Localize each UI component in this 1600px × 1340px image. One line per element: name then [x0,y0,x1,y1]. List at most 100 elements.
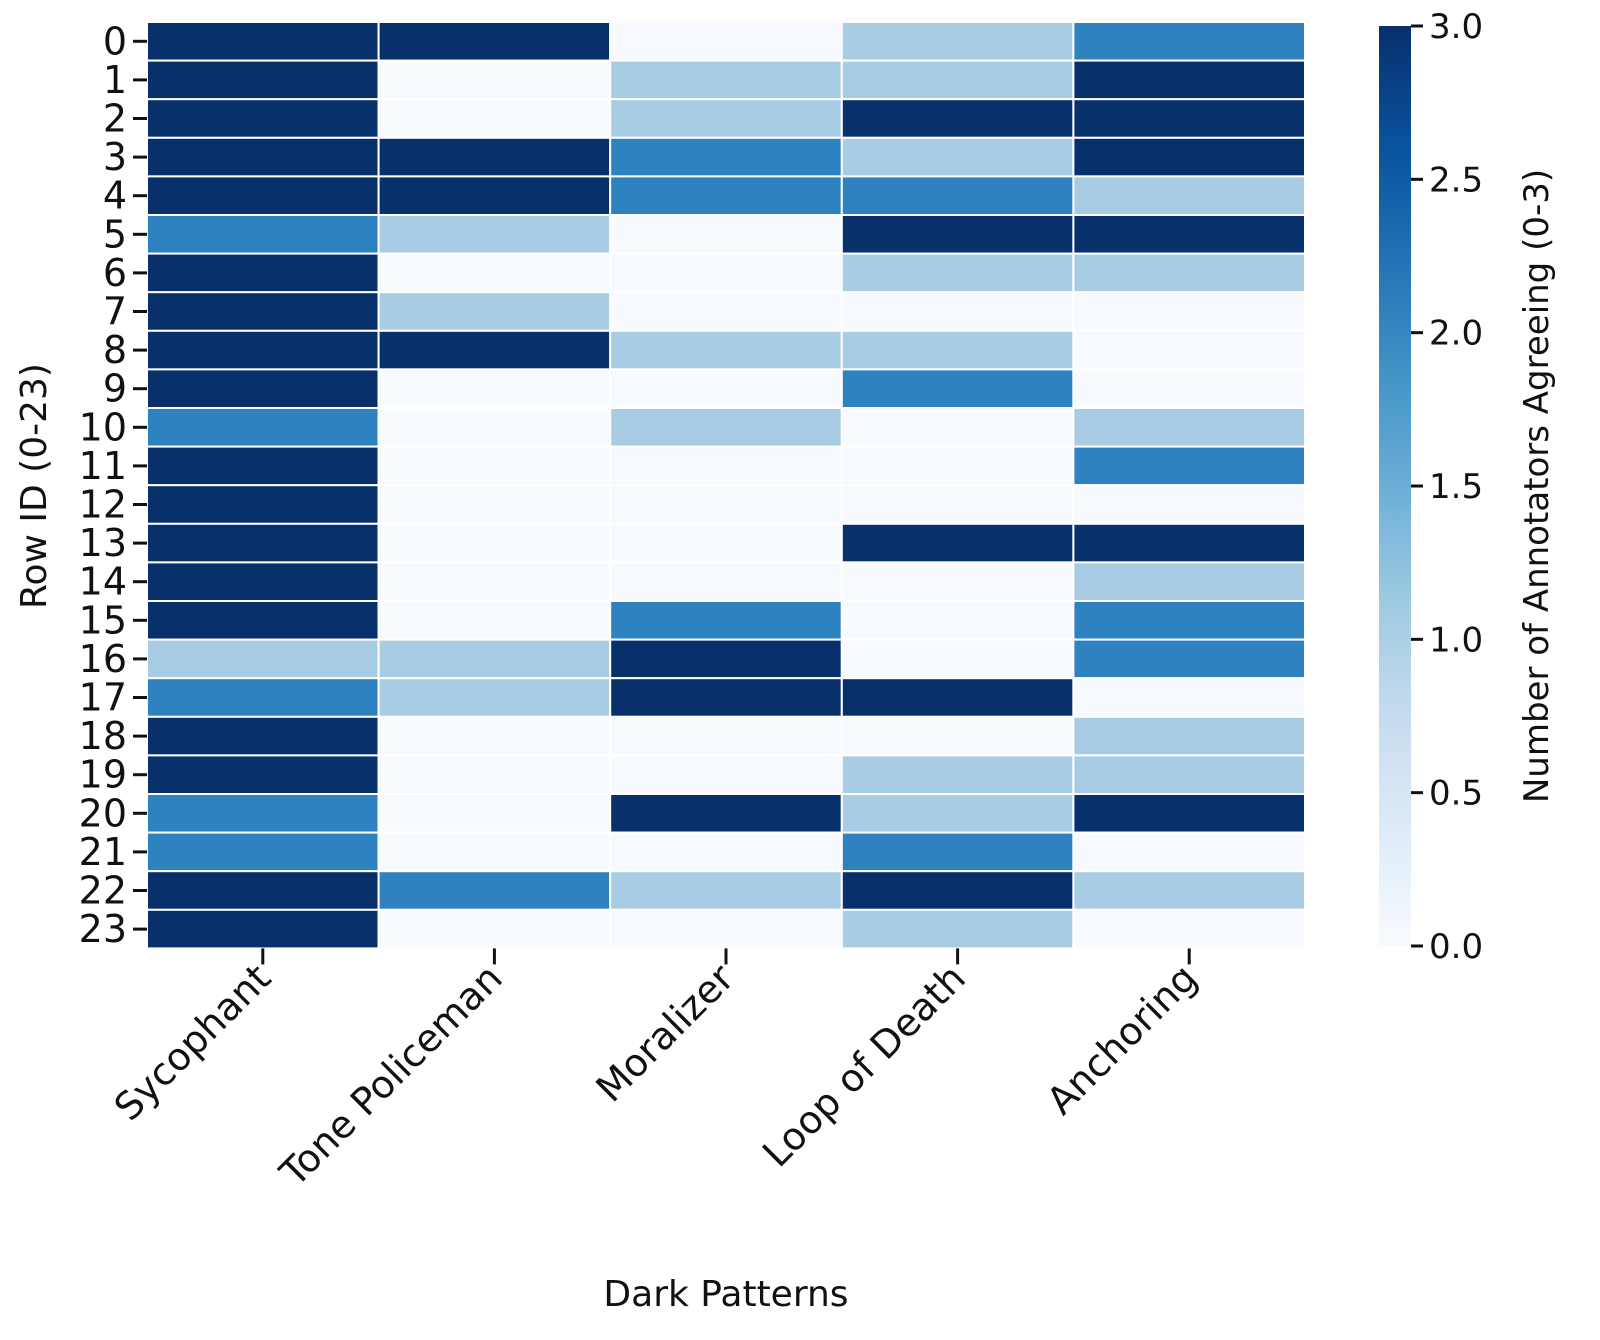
heatmap-cell [1072,793,1307,834]
heatmap-cell [146,600,380,641]
heatmap-cell [1072,368,1307,409]
heatmap-cell [146,754,380,796]
colorbar-tick-label: 3.0 [1429,7,1483,47]
row-tick-label: 8 [103,328,127,372]
heatmap-cell [609,754,843,796]
column-tick-label: Moralizer [587,955,742,1110]
row-tick-label: 17 [79,676,127,720]
heatmap-cell [146,522,380,564]
heatmap-cell [840,715,1075,757]
heatmap-cell [1072,870,1307,911]
heatmap-cell [377,600,612,641]
row-tick-label: 6 [103,251,127,295]
heatmap-cell [840,175,1075,216]
heatmap-cell [1072,715,1307,757]
row-tick-label: 22 [79,869,127,913]
colorbar-tick-label: 0.5 [1429,774,1483,814]
colorbar-gradient [1379,26,1411,946]
colorbar-tick-label: 2.5 [1429,160,1483,200]
heatmap-cell [146,445,380,487]
heatmap-cell [609,368,843,409]
row-tick-label: 21 [79,830,127,874]
heatmap-cell [609,59,843,101]
heatmap-cell [1072,908,1307,950]
heatmap-cell [840,98,1075,139]
heatmap-cell [840,252,1075,294]
heatmap-cell [840,793,1075,834]
row-tick-label: 12 [79,483,127,527]
heatmap-cell [840,407,1075,448]
heatmap-cell [377,561,612,603]
heatmap-cell [840,445,1075,487]
colorbar-tick-label: 1.0 [1429,620,1483,660]
row-tick-label: 7 [103,290,127,334]
heatmap-cell [146,136,380,178]
row-tick-label: 3 [103,135,127,179]
heatmap-cell [840,831,1075,873]
row-tick-label: 0 [103,19,127,63]
row-tick-label: 9 [103,367,127,411]
heatmap-cell [609,793,843,834]
heatmap-cell [377,445,612,487]
colorbar-tick-label: 1.5 [1429,467,1483,507]
heatmap-cell [609,831,843,873]
heatmap-cell [840,638,1075,680]
heatmap-cell [1072,98,1307,139]
heatmap-cell [1072,484,1307,525]
heatmap-cell [146,484,380,525]
row-tick-label: 13 [79,521,127,565]
row-tick-label: 15 [79,598,127,642]
heatmap-cell [146,175,380,216]
heatmap-cell [377,368,612,409]
row-tick-label: 14 [79,560,127,604]
heatmap-cell [609,445,843,487]
heatmap-cell [1072,638,1307,680]
row-tick-label: 10 [79,405,127,449]
heatmap-cells [146,21,1307,950]
heatmap-cell [609,98,843,139]
row-tick-label: 19 [79,753,127,797]
heatmap-cell [840,754,1075,796]
heatmap-cell [609,677,843,718]
heatmap-cell [840,484,1075,525]
heatmap-cell [146,908,380,950]
row-tick-label: 4 [103,174,127,218]
heatmap-cell [377,870,612,911]
colorbar-tick-label: 0.0 [1429,927,1483,967]
heatmap-cell [609,715,843,757]
heatmap-cell [377,677,612,718]
heatmap-cell [1072,59,1307,101]
heatmap-cell [377,291,612,332]
heatmap-cell [377,214,612,255]
heatmap-cell [377,136,612,178]
heatmap-cell [377,252,612,294]
heatmap-cell [609,407,843,448]
heatmap-cell [840,600,1075,641]
heatmap-cell [609,908,843,950]
heatmap-cell [1072,136,1307,178]
heatmap-cell [1072,329,1307,371]
heatmap-cell [146,368,380,409]
heatmap-cell [377,329,612,371]
colorbar-tick-labels: 0.0 0.5 1.0 1.5 2.0 2.5 3.0 [1411,7,1483,967]
heatmap-cell [840,368,1075,409]
heatmap-cell [840,329,1075,371]
heatmap-cell [146,831,380,873]
heatmap-cell [609,21,843,62]
heatmap-cell [609,522,843,564]
heatmap-cell [377,754,612,796]
row-tick-label: 20 [79,791,127,835]
heatmap-cell [377,908,612,950]
heatmap-cell [840,21,1075,62]
heatmap-cell [1072,291,1307,332]
heatmap-cell [1072,831,1307,873]
heatmap-cell [1072,522,1307,564]
heatmap-cell [1072,407,1307,448]
heatmap-cell [146,252,380,294]
column-tick-label: Loop of Death [754,956,974,1176]
heatmap-cell [840,59,1075,101]
heatmap-cell [146,870,380,911]
